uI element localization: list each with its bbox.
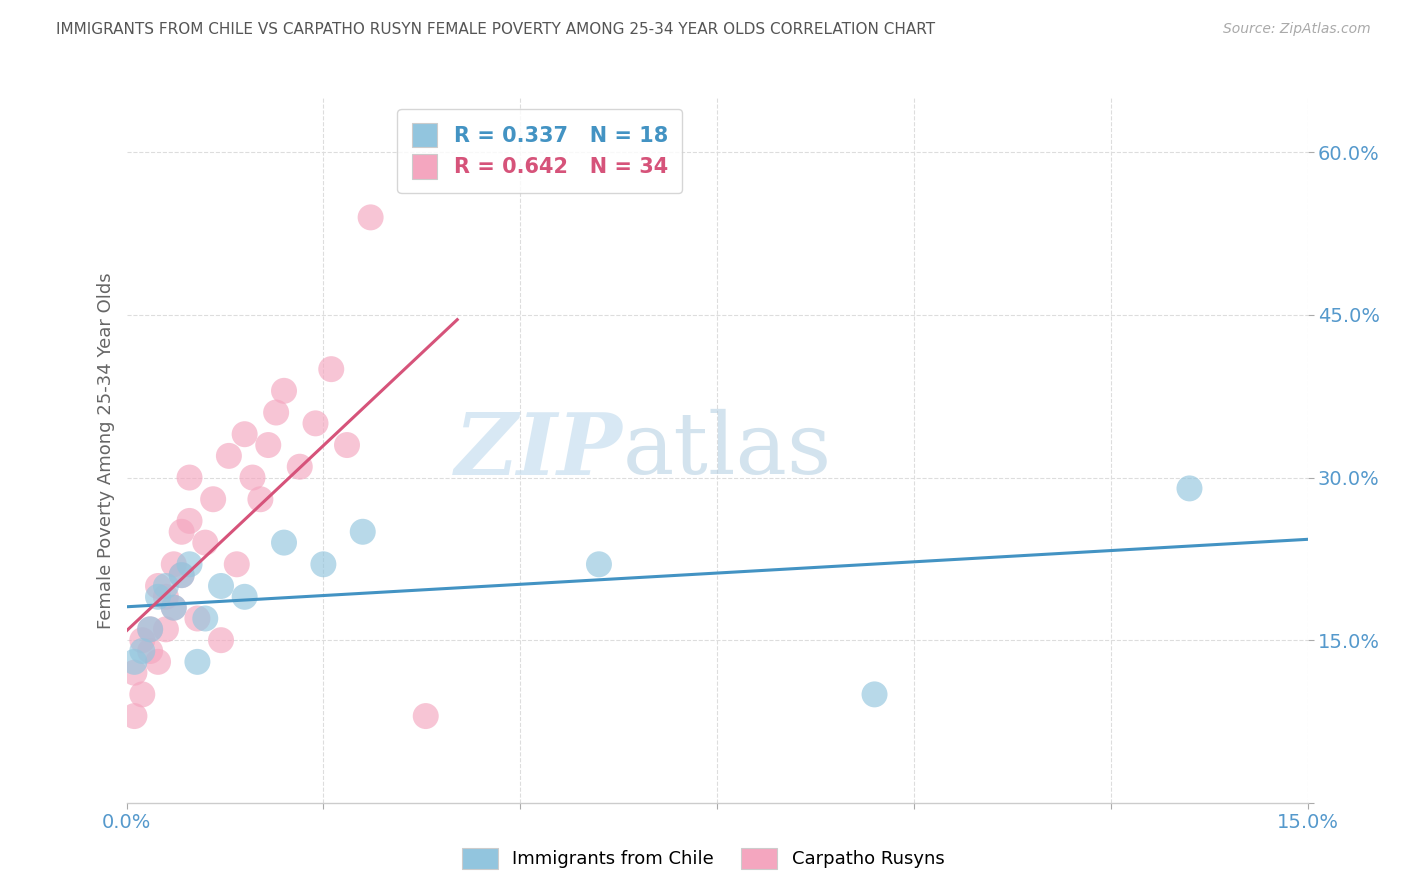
Point	[233, 427, 256, 442]
Point	[257, 438, 280, 452]
Text: IMMIGRANTS FROM CHILE VS CARPATHO RUSYN FEMALE POVERTY AMONG 25-34 YEAR OLDS COR: IMMIGRANTS FROM CHILE VS CARPATHO RUSYN …	[56, 22, 935, 37]
Point	[124, 665, 146, 680]
Point	[155, 579, 177, 593]
Point	[139, 623, 162, 637]
Point	[186, 611, 208, 625]
Point	[179, 514, 201, 528]
Point	[863, 687, 886, 701]
Legend: Immigrants from Chile, Carpatho Rusyns: Immigrants from Chile, Carpatho Rusyns	[454, 840, 952, 876]
Point	[179, 470, 201, 484]
Point	[264, 405, 287, 419]
Point	[242, 470, 264, 484]
Point	[139, 623, 162, 637]
Y-axis label: Female Poverty Among 25-34 Year Olds: Female Poverty Among 25-34 Year Olds	[97, 272, 115, 629]
Point	[124, 709, 146, 723]
Point	[273, 535, 295, 549]
Point	[336, 438, 359, 452]
Point	[304, 417, 326, 431]
Point	[194, 535, 217, 549]
Point	[233, 590, 256, 604]
Legend: R = 0.337   N = 18, R = 0.642   N = 34: R = 0.337 N = 18, R = 0.642 N = 34	[398, 109, 682, 194]
Point	[321, 362, 343, 376]
Point	[186, 655, 208, 669]
Point	[155, 623, 177, 637]
Point	[273, 384, 295, 398]
Text: atlas: atlas	[623, 409, 832, 492]
Point	[360, 211, 382, 225]
Point	[179, 558, 201, 572]
Point	[170, 568, 193, 582]
Text: ZIP: ZIP	[454, 409, 623, 492]
Point	[146, 579, 169, 593]
Point	[202, 492, 225, 507]
Point	[312, 558, 335, 572]
Point	[415, 709, 437, 723]
Point	[146, 655, 169, 669]
Point	[194, 611, 217, 625]
Point	[218, 449, 240, 463]
Point	[155, 590, 177, 604]
Point	[209, 633, 232, 648]
Point	[139, 644, 162, 658]
Point	[225, 558, 247, 572]
Point	[588, 558, 610, 572]
Point	[131, 644, 153, 658]
Point	[163, 600, 186, 615]
Point	[170, 524, 193, 539]
Point	[146, 590, 169, 604]
Point	[209, 579, 232, 593]
Point	[1178, 482, 1201, 496]
Point	[163, 558, 186, 572]
Point	[170, 568, 193, 582]
Point	[124, 655, 146, 669]
Text: Source: ZipAtlas.com: Source: ZipAtlas.com	[1223, 22, 1371, 37]
Point	[288, 459, 311, 474]
Point	[352, 524, 374, 539]
Point	[131, 633, 153, 648]
Point	[249, 492, 271, 507]
Point	[163, 600, 186, 615]
Point	[131, 687, 153, 701]
